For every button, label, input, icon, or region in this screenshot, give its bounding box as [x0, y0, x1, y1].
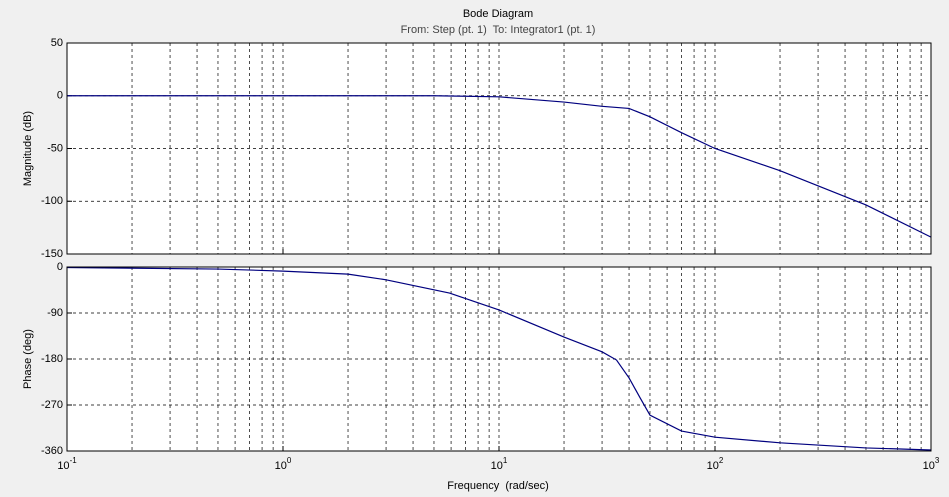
x-tick-exponent: 2: [719, 456, 724, 465]
y-tick-label: 0: [57, 261, 63, 273]
plot-frame: [66, 42, 932, 255]
chart-title: Bode Diagram: [463, 8, 533, 20]
y-tick-label: 0: [57, 90, 63, 102]
x-tick-label: 102: [707, 456, 724, 472]
x-tick-exponent: 3: [935, 456, 940, 465]
data-line: [66, 266, 932, 451]
y-axis-label: Magnitude (dB): [22, 111, 34, 186]
y-tick-label: -150: [41, 248, 63, 260]
data-line: [67, 95, 932, 238]
y-tick-label: -90: [47, 307, 63, 319]
x-axis-label: Frequency (rad/sec): [447, 480, 548, 492]
x-tick-label: 103: [923, 456, 940, 472]
x-tick-exponent: -1: [70, 456, 78, 465]
x-tick-exponent: 0: [287, 456, 292, 465]
y-tick-label: 50: [51, 37, 63, 49]
x-tick-label: 10-1: [57, 456, 77, 472]
x-tick-base: 10: [923, 460, 935, 472]
plot-frame: [66, 266, 932, 452]
x-tick-label: 101: [491, 456, 508, 472]
x-tick-exponent: 1: [503, 456, 508, 465]
y-axis-label: Phase (deg): [22, 329, 34, 389]
chart-subtitle: From: Step (pt. 1) To: Integrator1 (pt. …: [401, 24, 596, 36]
x-tick-base: 10: [275, 460, 287, 472]
y-tick-label: -50: [47, 142, 63, 154]
y-tick-label: -100: [41, 195, 63, 207]
x-tick-label: 100: [275, 456, 292, 472]
x-tick-base: 10: [491, 460, 503, 472]
y-tick-label: -360: [41, 445, 63, 457]
x-tick-base: 10: [707, 460, 719, 472]
y-tick-label: -270: [41, 399, 63, 411]
y-tick-label: -180: [41, 353, 63, 365]
x-tick-base: 10: [57, 460, 69, 472]
